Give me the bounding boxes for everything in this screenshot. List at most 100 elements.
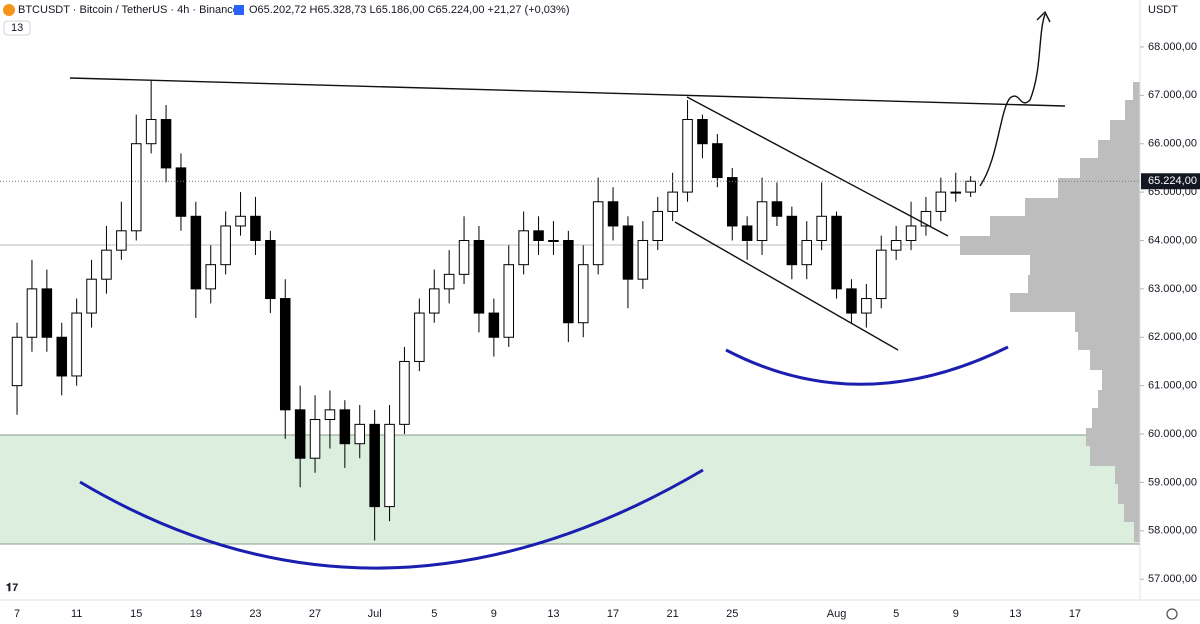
candle-body bbox=[235, 215, 246, 227]
x-tick-label: 19 bbox=[190, 608, 202, 620]
candle-body bbox=[86, 278, 97, 314]
candle-body bbox=[622, 225, 634, 280]
candle-body bbox=[577, 264, 589, 324]
price-axis-bg bbox=[1140, 0, 1200, 624]
candle-body bbox=[667, 191, 678, 212]
y-tick-label: 66.000,00 bbox=[1148, 138, 1197, 150]
profile-bar bbox=[1098, 390, 1140, 408]
candle-body bbox=[890, 239, 902, 251]
candle-body bbox=[294, 409, 306, 459]
candle-body bbox=[205, 264, 217, 290]
drawings bbox=[69, 10, 1066, 570]
candle-body bbox=[965, 180, 976, 193]
y-tick-label: 59.000,00 bbox=[1148, 476, 1197, 488]
x-tick-label: Jul bbox=[368, 608, 382, 620]
profile-bar bbox=[960, 236, 1140, 255]
candle-body bbox=[697, 119, 708, 145]
x-tick-label: Aug bbox=[827, 608, 847, 620]
profile-bar bbox=[990, 216, 1140, 236]
candle-body bbox=[11, 336, 23, 387]
profile-bar bbox=[1125, 100, 1140, 120]
y-tick-label: 62.000,00 bbox=[1148, 331, 1197, 343]
profile-bar bbox=[1075, 312, 1140, 332]
profile-bar bbox=[1028, 275, 1140, 293]
x-tick-label: 23 bbox=[249, 608, 261, 620]
curve bbox=[79, 468, 704, 570]
candles bbox=[11, 80, 976, 541]
profile-bar bbox=[1115, 466, 1140, 484]
profile-bar bbox=[1080, 158, 1140, 178]
candle-body bbox=[354, 423, 366, 445]
candle-body bbox=[399, 360, 410, 425]
candle-body bbox=[428, 288, 440, 314]
candle-body bbox=[548, 239, 559, 242]
resistance-line bbox=[69, 77, 1066, 107]
candle-body bbox=[175, 167, 187, 217]
candle-body bbox=[533, 230, 544, 241]
coin-icon bbox=[3, 4, 15, 16]
candle-body bbox=[473, 239, 485, 314]
candle-body bbox=[458, 239, 470, 275]
candle-body bbox=[652, 210, 664, 241]
currency-label[interactable]: USDT bbox=[1148, 4, 1178, 16]
channel-upper bbox=[686, 96, 949, 237]
candle-body bbox=[563, 239, 574, 324]
candle-body bbox=[741, 225, 753, 241]
profile-bar bbox=[1025, 198, 1140, 216]
candle-body bbox=[875, 249, 887, 300]
profile-bar bbox=[1110, 120, 1140, 140]
candle-body bbox=[786, 215, 798, 266]
profile-bar bbox=[1090, 446, 1140, 466]
profile-bar bbox=[1098, 140, 1140, 158]
candle-body bbox=[71, 312, 82, 377]
candle-body bbox=[518, 230, 529, 266]
profile-bar bbox=[1010, 293, 1140, 312]
x-tick-label: 7 bbox=[14, 608, 20, 620]
profile-bar bbox=[1102, 370, 1140, 390]
x-tick-label: 13 bbox=[547, 608, 559, 620]
candle-body bbox=[130, 143, 142, 232]
profile-bar bbox=[1134, 522, 1140, 542]
x-tick-label: 11 bbox=[71, 608, 82, 620]
profile-bar bbox=[1030, 255, 1140, 275]
y-tick-label: 61.000,00 bbox=[1148, 380, 1197, 392]
candle-body bbox=[637, 239, 649, 280]
candle-body bbox=[384, 423, 395, 508]
candle-body bbox=[816, 215, 827, 241]
x-tick-label: 13 bbox=[1009, 608, 1021, 620]
candle-body bbox=[861, 298, 872, 314]
settings-icon[interactable] bbox=[1166, 608, 1178, 620]
candle-body bbox=[488, 312, 500, 338]
arrow-head bbox=[1036, 10, 1051, 23]
profile-bar bbox=[1058, 178, 1140, 198]
profile-bar bbox=[1118, 484, 1140, 504]
candle-body bbox=[56, 336, 68, 377]
candle-body bbox=[935, 191, 947, 212]
candle-body bbox=[443, 273, 455, 290]
ohlc-values: O65.202,72 H65.328,73 L65.186,00 C65.224… bbox=[249, 4, 569, 16]
candle-body bbox=[190, 215, 202, 290]
candle-body bbox=[905, 225, 917, 241]
profile-bar bbox=[1124, 504, 1140, 522]
candle-body bbox=[324, 409, 336, 421]
y-tick-label: 64.000,00 bbox=[1148, 234, 1197, 246]
candle-body bbox=[414, 312, 425, 362]
last-price-box bbox=[1141, 173, 1200, 190]
candle-body bbox=[309, 419, 321, 459]
indicator-count: 13 bbox=[11, 22, 23, 34]
channel-lower bbox=[674, 221, 899, 351]
candle-body bbox=[712, 143, 723, 179]
candle-body bbox=[607, 201, 619, 227]
indicator-box[interactable] bbox=[3, 20, 31, 36]
x-tick-label: 9 bbox=[953, 608, 959, 620]
y-tick-label: 67.000,00 bbox=[1148, 89, 1197, 101]
profile-bar bbox=[1133, 82, 1140, 100]
projection-arrow bbox=[979, 13, 1046, 187]
flag-icon[interactable] bbox=[234, 5, 244, 15]
candle-body bbox=[265, 239, 276, 300]
y-tick-label: 68.000,00 bbox=[1148, 41, 1197, 53]
tv-logo: 𝟏7 bbox=[6, 582, 18, 594]
candle-body bbox=[250, 215, 261, 241]
y-tick-label: 57.000,00 bbox=[1148, 573, 1197, 585]
x-tick-label: 15 bbox=[130, 608, 142, 620]
